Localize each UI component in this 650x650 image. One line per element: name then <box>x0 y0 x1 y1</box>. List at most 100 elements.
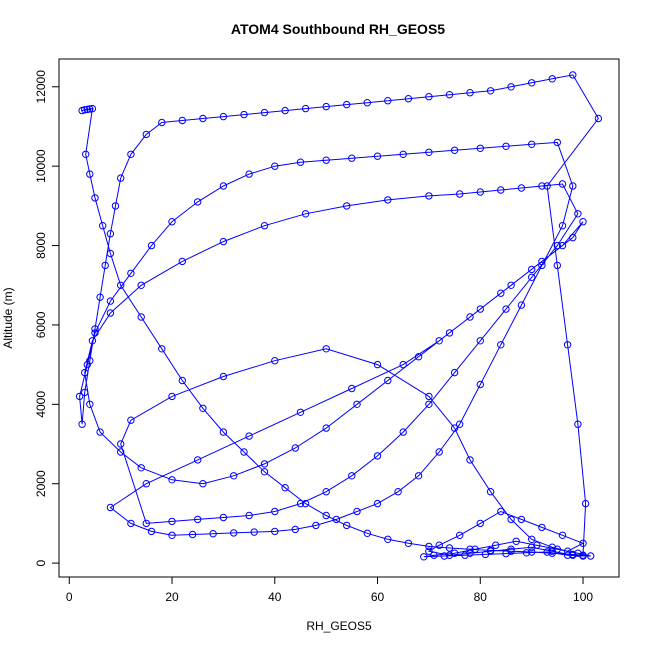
data-point <box>558 531 567 539</box>
data-point <box>137 281 145 289</box>
data-point <box>507 515 515 524</box>
data-point <box>322 102 330 111</box>
data-point <box>528 543 536 551</box>
x-tick-label: 100 <box>573 590 593 604</box>
data-point <box>425 400 433 408</box>
data-point <box>296 158 305 166</box>
data-point <box>296 499 305 508</box>
data-point <box>553 545 561 553</box>
y-tick-label: 0 <box>34 559 48 566</box>
data-point <box>91 194 99 202</box>
data-point <box>384 196 392 204</box>
data-point <box>373 360 382 369</box>
data-point <box>168 476 176 484</box>
data-point <box>219 513 228 522</box>
data-point <box>301 210 310 218</box>
data-point <box>512 537 520 545</box>
data-point <box>343 100 351 109</box>
data-point <box>533 541 541 549</box>
data-point <box>476 144 484 153</box>
y-tick-label: 2000 <box>34 470 48 497</box>
data-point <box>147 241 156 250</box>
data-point <box>486 547 495 555</box>
data-point <box>168 218 176 226</box>
x-axis: 0 20 40 60 80 100 <box>66 576 593 604</box>
data-point <box>250 528 258 536</box>
data-point <box>528 548 536 556</box>
data-point <box>414 353 423 361</box>
data-point <box>569 182 577 190</box>
data-point <box>445 91 454 99</box>
data-point <box>86 357 94 365</box>
y-tick-label: 12000 <box>34 70 48 104</box>
data-point <box>281 106 289 115</box>
data-point <box>563 341 572 349</box>
data-point <box>579 539 587 547</box>
data-point <box>445 544 454 552</box>
data-point <box>425 547 433 555</box>
data-point <box>117 174 125 182</box>
data-point <box>209 530 217 538</box>
data-point <box>569 551 577 559</box>
data-point <box>142 519 151 528</box>
data-point <box>111 202 120 210</box>
x-tick-label: 0 <box>66 590 73 604</box>
data-point <box>81 106 89 114</box>
data-point <box>281 484 289 492</box>
data-point <box>101 261 109 270</box>
data-point <box>219 372 228 381</box>
data-points <box>75 71 603 561</box>
data-point <box>450 368 459 377</box>
data-point <box>435 337 443 345</box>
data-point <box>96 293 104 301</box>
data-point <box>127 416 135 424</box>
data-point <box>517 184 526 192</box>
data-point <box>558 180 567 188</box>
y-axis: 0 2000 4000 6000 8000 10000 12000 <box>34 70 60 566</box>
data-point <box>91 325 99 333</box>
data-point <box>142 130 151 139</box>
data-point <box>291 444 299 452</box>
data-point <box>260 468 269 476</box>
data-point <box>373 499 382 508</box>
data-point <box>127 519 135 528</box>
data-point <box>147 527 156 536</box>
data-point <box>461 551 469 559</box>
data-point <box>399 428 407 436</box>
data-point <box>194 515 202 524</box>
data-point <box>425 542 433 551</box>
data-point <box>404 95 413 103</box>
data-point <box>86 400 94 408</box>
data-point <box>507 83 515 91</box>
data-point <box>522 549 531 557</box>
data-point <box>563 547 572 555</box>
data-point <box>81 388 89 397</box>
data-point <box>245 432 253 440</box>
data-point <box>579 552 587 560</box>
data-point <box>553 261 561 270</box>
data-point <box>466 89 474 97</box>
data-point <box>476 519 484 528</box>
data-point <box>425 192 433 200</box>
data-point <box>83 360 92 369</box>
data-point <box>348 154 356 162</box>
data-point <box>445 329 454 337</box>
data-point <box>466 549 474 557</box>
data-point <box>168 392 176 401</box>
data-point <box>230 472 238 480</box>
data-point <box>399 360 407 369</box>
y-tick-label: 10000 <box>34 149 48 183</box>
data-point <box>343 202 351 210</box>
data-point <box>142 480 151 488</box>
data-point <box>450 549 459 557</box>
data-point <box>296 408 305 416</box>
data-point <box>574 420 582 428</box>
data-point <box>507 281 515 289</box>
x-axis-label: RH_GEOS5 <box>306 619 372 633</box>
data-point <box>528 79 536 87</box>
data-point <box>219 112 228 121</box>
data-point <box>456 531 464 539</box>
data-point <box>466 545 474 553</box>
data-point <box>553 138 561 147</box>
data-point <box>420 553 428 561</box>
